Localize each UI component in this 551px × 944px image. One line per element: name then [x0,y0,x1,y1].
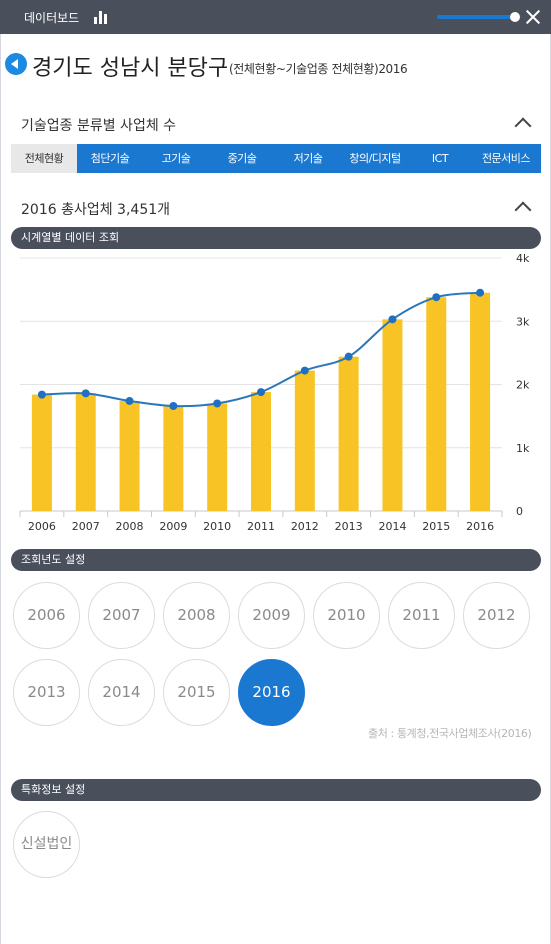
bar [294,370,315,511]
y-tick-label: 0 [516,505,523,518]
y-tick-label: 3k [516,315,530,328]
source-note: 출처 : 통계청,전국사업체조사(2016) [368,727,532,740]
year-button-2013[interactable]: 2013 [13,659,80,726]
close-icon[interactable] [525,9,541,25]
x-tick-label: 2009 [159,520,187,533]
app-title: 데이터보드 [24,11,80,25]
year-button-2015[interactable]: 2015 [163,659,230,726]
y-tick-label: 2k [516,379,530,392]
x-tick-label: 2010 [203,520,231,533]
x-tick-label: 2013 [335,520,363,533]
tab-advanced-tech[interactable]: 고기술 [161,152,191,165]
bar-chart-icon[interactable] [94,11,108,24]
back-button[interactable] [5,53,27,75]
bar [426,297,447,511]
year-button-2014[interactable]: 2014 [88,659,155,726]
special-settings-title-bar: 특화정보 설정 [11,779,541,801]
page-subtitle: (전체현황~기술업종 전체현황)2016 [229,62,408,76]
year-button-2009[interactable]: 2009 [238,582,305,649]
x-tick-label: 2011 [247,520,275,533]
timeseries-title-bar: 시계열별 데이터 조회 [11,227,541,249]
slider-handle[interactable] [510,12,520,22]
timeseries-chart: 0 1k 2k 3k 4k 2006 2007 2008 2009 2010 2011 2012 20… [19,252,530,533]
year-button-2011[interactable]: 2011 [388,582,455,649]
data-point [257,388,265,397]
bar [119,400,140,511]
total-section-title: 2016 총사업체 3,451개 [21,202,171,218]
data-point [344,352,353,361]
x-tick-label: 2016 [466,520,494,533]
tab-ict[interactable]: ICT [431,152,449,165]
year-button-2010[interactable]: 2010 [313,582,380,649]
tab-professional-services[interactable]: 전문서비스 [481,152,531,165]
bar [163,406,184,511]
data-point [476,288,485,297]
year-button-2008[interactable]: 2008 [163,582,230,649]
category-tabs: 전체현황 첨단기술 고기술 중기술 저기술 창의/디지털 ICT 전문서비스 [11,144,541,173]
y-tick-label: 4k [516,252,530,265]
new-corporation-button[interactable]: 신설법인 [13,811,80,878]
chevron-up-icon[interactable] [514,201,532,219]
data-point [37,390,46,399]
bar [75,393,96,511]
x-tick-label: 2012 [291,520,319,533]
x-tick-label: 2006 [28,520,56,533]
opacity-slider[interactable] [437,11,520,23]
tab-high-tech[interactable]: 첨단기술 [90,152,130,165]
tab-overall[interactable]: 전체현황 [11,144,77,173]
tab-creative-digital[interactable]: 창의/디지털 [349,152,401,165]
top-bar: 데이터보드 [0,0,551,34]
tab-low-tech[interactable]: 저기술 [293,152,323,165]
tab-mid-tech[interactable]: 중기술 [227,152,257,165]
year-button-2006[interactable]: 2006 [13,582,80,649]
x-tick-label: 2007 [72,520,100,533]
bar [251,392,271,511]
y-tick-label: 1k [516,442,530,455]
year-button-2012[interactable]: 2012 [463,582,530,649]
year-settings-title-bar: 조회년도 설정 [11,549,541,571]
data-point [213,399,222,408]
year-button-2007[interactable]: 2007 [88,582,155,649]
data-point [388,315,397,324]
data-point [81,389,90,398]
year-button-2016[interactable]: 2016 [238,659,305,726]
category-section-title: 기술업종 분류별 사업체 수 [21,118,177,134]
chevron-up-icon[interactable] [514,117,532,135]
slider-track[interactable] [437,15,515,19]
data-point [125,396,134,405]
bar [338,356,359,511]
page-title: 경기도 성남시 분당구 [32,56,229,81]
bar [470,292,491,511]
data-point [169,402,178,411]
x-tick-label: 2014 [378,520,406,533]
data-point [432,293,441,302]
bar [207,403,228,511]
bar [31,394,52,511]
panel-border-left [0,34,1,944]
x-tick-label: 2008 [116,520,144,533]
x-tick-label: 2015 [422,520,450,533]
data-point [300,366,309,375]
bar [382,319,403,511]
